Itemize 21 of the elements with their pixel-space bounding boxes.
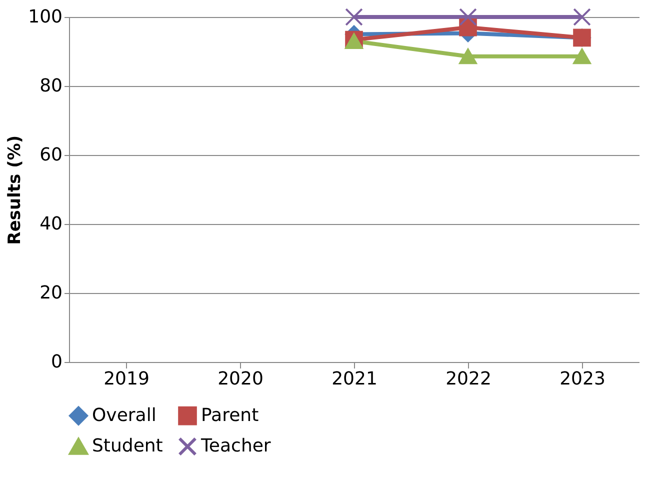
x-tick-label: 2023 [560,368,606,390]
y-tick-label: 100 [28,6,62,28]
y-tick-label: 60 [40,144,62,166]
x-tick-label: 2020 [218,368,264,390]
point [345,8,363,26]
legend-label: Overall [92,404,156,426]
point [573,8,591,26]
y-tick-label: 0 [51,352,62,372]
legend-label: Teacher [200,436,272,456]
y-axis-title: Results (%) [5,135,26,245]
legend-label: Student [92,436,163,456]
x-tick-label: 2022 [446,368,492,390]
point [459,8,477,26]
x-tick-label: 2021 [332,368,378,390]
x-tick-label: 2019 [104,368,150,390]
legend-label: Parent [201,404,259,426]
point [573,48,591,64]
y-tick-label: 40 [40,214,62,234]
y-tick-label: 20 [40,282,62,304]
y-tick-label: 80 [40,76,62,96]
point [459,48,477,64]
